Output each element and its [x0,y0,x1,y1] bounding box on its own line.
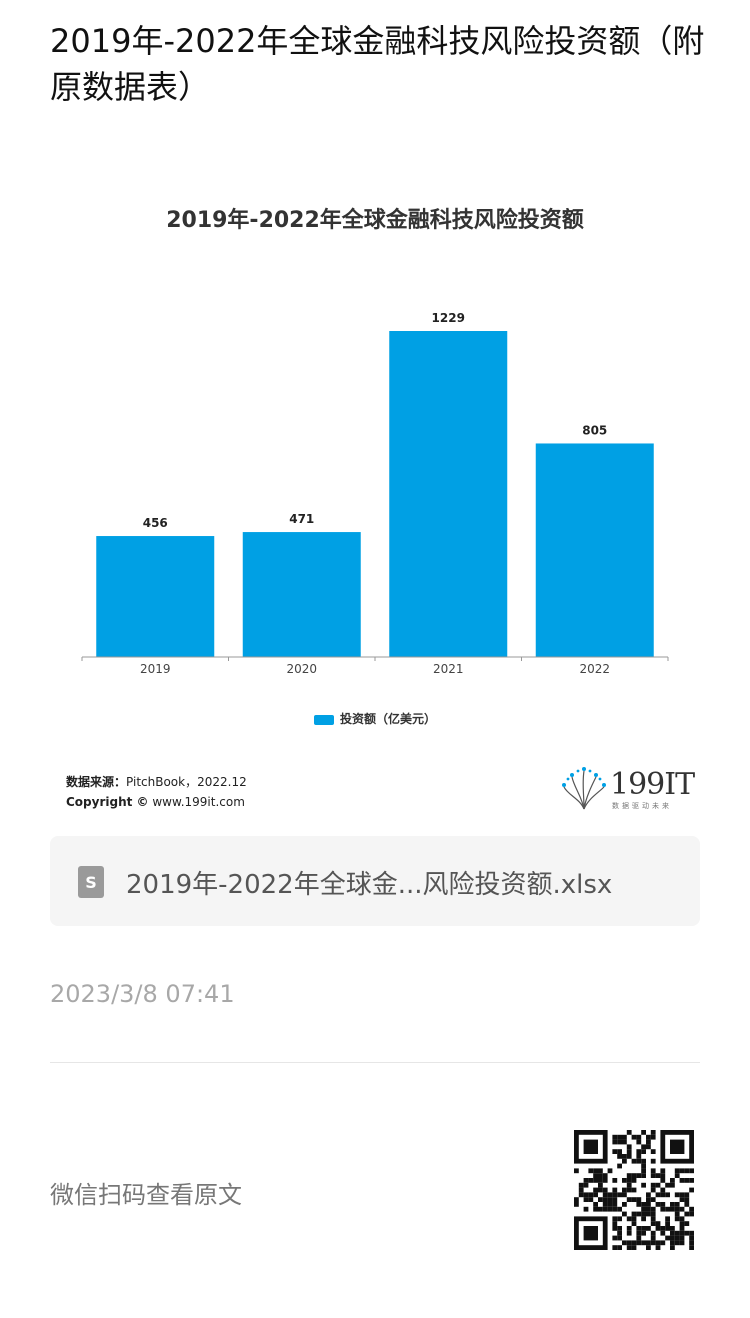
chart-image: 2019年-2022年全球金融科技风险投资额 456 2019 471 2020 122… [0,180,750,820]
scan-prompt: 微信扫码查看原文 [50,1181,242,1209]
bar-chart: 456 2019 471 2020 1229 2021 805 2022 [81,311,669,676]
x-tick-label-2022: 2022 [579,662,610,676]
chart-title: 2019年-2022年全球金融科技风险投资额 [166,208,584,233]
divider [50,1062,700,1063]
bar-2019 [96,536,215,657]
data-label-2020: 471 [289,512,314,526]
source-label: 数据来源： [66,775,127,789]
chart-legend: 投资额（亿美元） [0,710,750,727]
data-label-2021: 1229 [432,311,465,325]
attachment-card[interactable]: S 2019年-2022年全球金...风险投资额.xlsx [50,836,700,926]
brand-slogan: 数据驱动未来 [612,802,672,810]
file-icon-letter: S [85,873,97,892]
page-title: 2019年-2022年全球金融科技风险投资额（附原数据表） [50,22,705,106]
x-tick-label-2020: 2020 [286,662,317,676]
attachment-name[interactable]: 2019年-2022年全球金...风险投资额.xlsx [126,870,613,900]
bar-2022 [535,443,654,657]
data-label-2022: 805 [582,423,607,437]
x-tick-label-2019: 2019 [140,662,171,676]
spreadsheet-file-icon: S [78,866,104,898]
data-source: 数据来源：PitchBook，2022.12 Copyright © www.1… [66,772,247,812]
legend-swatch [313,714,334,725]
bar-2020 [242,532,361,657]
brand-name: 199IT [610,767,695,802]
bar-2021 [389,331,508,657]
copyright-text: www.199it.com [148,795,245,809]
data-label-2019: 456 [143,516,168,530]
source-text: PitchBook，2022.12 [126,775,247,789]
qr-code-icon[interactable] [574,1130,694,1250]
dandelion-logo-icon [562,767,606,810]
legend-label: 投资额（亿美元） [339,712,436,726]
brand-logo: 199IT 数据驱动未来 [560,765,700,813]
copyright-label: Copyright © [66,795,149,809]
publish-time: 2023/3/8 07:41 [50,980,235,1008]
x-tick-label-2021: 2021 [433,662,464,676]
